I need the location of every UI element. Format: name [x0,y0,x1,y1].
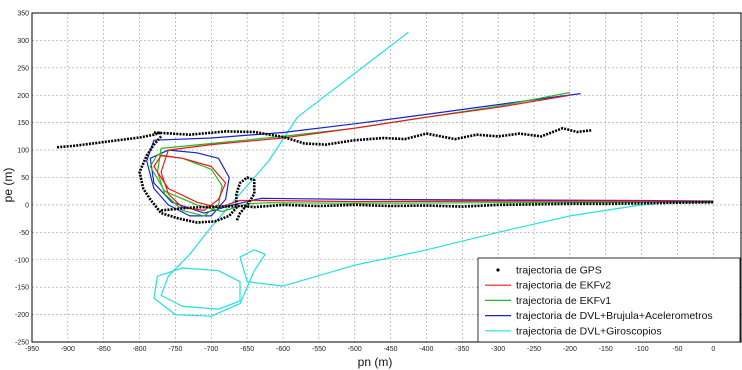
x-tick-label: -500 [348,346,362,353]
x-tick-label: -250 [527,346,541,353]
x-tick-label: -150 [599,346,613,353]
x-tick-label: -100 [635,346,649,353]
x-tick-label: -900 [61,346,75,353]
gps-track [56,131,162,149]
x-tick-label: -950 [25,346,39,353]
gps-track [138,135,256,224]
y-axis-label: pe (m) [1,168,15,203]
x-tick-label: -550 [312,346,326,353]
x-tick-label: -200 [563,346,577,353]
x-tick-label: -750 [168,346,182,353]
y-tick-label: 200 [17,93,29,100]
series-line [149,91,714,217]
legend-entry-dvl_brujula: trajectoria de DVL+Brujula+Acelerometros [516,310,713,322]
y-tick-label: -250 [15,340,29,347]
series-line [146,93,714,217]
x-tick-label: -800 [133,346,147,353]
legend-entry-ekfv1: trajectoria de EKFv1 [516,295,611,307]
y-tick-label: 150 [17,120,29,127]
x-tick-label: -700 [204,346,218,353]
y-tick-label: -100 [15,257,29,264]
series-gps [56,126,714,224]
y-tick-label: -150 [15,285,29,292]
y-tick-label: -50 [19,230,29,237]
series-ekfv2 [153,94,714,211]
gps-track [153,126,592,146]
gps-track [160,200,714,212]
y-tick-label: 350 [17,11,29,18]
x-tick-label: -850 [97,346,111,353]
x-tick-label: 0 [711,346,715,353]
x-tick-label: -600 [276,346,290,353]
y-tick-label: 250 [17,65,29,72]
legend-entry-dvl_giro: trajectoria de DVL+Giroscopios [516,325,662,337]
series-dvl_brujula [146,93,714,217]
legend-marker-gps [496,268,500,272]
series-line [153,94,714,211]
y-tick-label: 300 [17,38,29,45]
y-tick-label: 50 [21,175,29,182]
x-tick-label: -350 [455,346,469,353]
y-tick-label: 100 [17,148,29,155]
x-tick-label: -650 [240,346,254,353]
series-layer [56,31,714,317]
legend-box [477,257,741,343]
series-ekfv1 [149,91,714,217]
legend-entry-gps: trajectoria de GPS [516,265,602,277]
x-tick-label: -450 [384,346,398,353]
ticks: -950 -900 -850 -800 -750 -700 -650 -600 -550 -500… [15,11,715,354]
legend-entry-ekfv2: trajectoria de EKFv2 [516,280,611,292]
x-tick-label: -50 [672,346,682,353]
x-axis-label: pn (m) [358,355,393,369]
x-tick-label: -300 [491,346,505,353]
y-tick-label: 0 [25,202,29,209]
x-tick-label: -400 [419,346,433,353]
y-tick-label: -200 [15,312,29,319]
plot-frame [31,12,742,343]
legend: trajectoria de GPS trajectoria de EKFv2 tr… [477,257,741,343]
